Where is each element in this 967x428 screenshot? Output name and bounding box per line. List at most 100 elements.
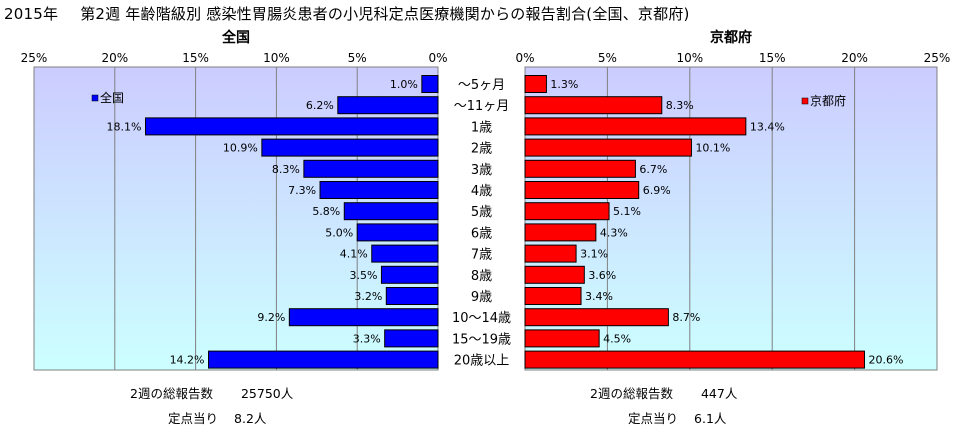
national-bar [384,329,439,348]
category-label: 8歳 [471,269,492,284]
national-x-tick-label: 0% [428,51,447,65]
category-label: 10～14歳 [452,311,511,326]
kyoto-bar [524,308,669,327]
category-label: 20歳以上 [454,354,510,369]
kyoto-bar [524,117,747,136]
kyoto-data-label: 3.4% [585,290,613,303]
kyoto-bar [524,350,865,369]
national-bar [303,159,439,178]
kyoto-x-tick-label: 0% [515,51,534,65]
national-bar [385,287,439,305]
kyoto-data-label: 20.6% [868,354,903,367]
national-x-tick-label: 25% [21,51,48,65]
kyoto-total-row: 2週の総報告数 447人 [590,383,737,402]
kyoto-x-tick-label: 15% [759,51,786,65]
national-data-label: 3.3% [353,332,381,345]
kyoto-panel-title: 京都府 [710,29,752,46]
national-data-label: 6.2% [306,99,334,112]
national-data-label: 3.5% [349,269,377,282]
national-data-label: 9.2% [257,311,285,324]
chart-title: 2015年 第2週 年齢階級別 感染性胃腸炎患者の小児科定点医療機関からの報告割合… [4,3,690,24]
category-label: ～5ヶ月 [458,78,505,93]
national-data-label: 3.2% [354,290,382,303]
national-legend-label: 全国 [100,90,124,105]
national-total-value: 25750人 [240,386,294,401]
kyoto-bar [524,75,547,93]
national-data-label: 8.3% [272,163,300,176]
kyoto-bar [524,223,597,242]
kyoto-data-label: 6.9% [643,184,671,197]
category-label: 3歳 [471,163,492,178]
chart-title-text: 第2週 年齢階級別 感染性胃腸炎患者の小児科定点医療機関からの報告割合(全国、京… [80,5,690,23]
national-data-label: 5.8% [312,205,340,218]
kyoto-bar [524,329,600,348]
kyoto-x-tick-label: 20% [841,51,868,65]
national-bar [337,96,439,115]
national-bar [319,181,439,199]
national-x-tick-label: 5% [348,51,367,65]
kyoto-data-label: 4.3% [600,226,628,239]
kyoto-data-label: 3.1% [580,248,608,261]
national-bar [343,202,439,221]
national-bar [208,350,439,369]
kyoto-data-label: 4.5% [603,332,631,345]
kyoto-bar [524,244,577,263]
kyoto-per-row: 定点当り 6.1人 [628,408,726,427]
kyoto-data-label: 10.1% [695,142,730,155]
kyoto-bar [524,265,585,284]
category-label: ～11ヶ月 [454,99,510,114]
kyoto-data-label: 8.3% [666,99,694,112]
kyoto-x-tick-label: 25% [924,51,951,65]
kyoto-data-label: 8.7% [672,311,700,324]
national-data-label: 4.1% [340,248,368,261]
category-label: 9歳 [471,290,492,305]
category-label: 6歳 [471,226,492,241]
kyoto-data-label: 5.1% [613,205,641,218]
category-label: 15～19歳 [452,332,511,347]
kyoto-per-value: 6.1人 [694,411,727,426]
national-bar [261,138,439,157]
category-label: 5歳 [471,205,492,220]
national-data-label: 7.3% [288,184,316,197]
national-data-label: 14.2% [170,354,205,367]
national-per-row: 定点当り 8.2人 [168,408,266,427]
kyoto-x-tick-label: 10% [676,51,703,65]
kyoto-legend-swatch [801,97,809,105]
kyoto-legend-label: 京都府 [810,93,846,108]
kyoto-per-label: 定点当り [628,411,679,426]
national-x-tick-label: 20% [101,51,128,65]
kyoto-bar [524,181,640,199]
national-per-label: 定点当り [168,411,219,426]
kyoto-data-label: 1.3% [550,78,578,91]
chart-title-year: 2015年 [4,5,59,23]
category-label: 7歳 [471,248,492,263]
category-label: 2歳 [471,142,492,157]
national-bar [380,265,439,284]
category-label: 4歳 [471,184,492,199]
national-legend-swatch [91,94,99,102]
national-bar [356,223,439,242]
national-data-label: 18.1% [107,120,142,133]
national-data-label: 1.0% [390,78,418,91]
national-bar [421,75,439,93]
kyoto-bar [524,138,692,157]
category-label: 1歳 [471,120,492,135]
national-bar [145,117,439,136]
national-panel-title: 全国 [221,29,250,46]
kyoto-data-label: 3.6% [588,269,616,282]
national-data-label: 5.0% [325,226,353,239]
national-x-tick-label: 10% [263,51,290,65]
national-per-value: 8.2人 [234,411,267,426]
kyoto-data-label: 6.7% [639,163,667,176]
national-total-label: 2週の総報告数 [130,386,213,401]
national-total-row: 2週の総報告数 25750人 [130,383,293,402]
kyoto-total-label: 2週の総報告数 [590,386,673,401]
national-x-tick-label: 15% [182,51,209,65]
national-bar [288,308,439,327]
kyoto-bar [524,96,663,115]
kyoto-x-tick-label: 5% [598,51,617,65]
kyoto-total-value: 447人 [700,386,738,401]
national-bar [371,244,439,263]
national-data-label: 10.9% [223,142,258,155]
